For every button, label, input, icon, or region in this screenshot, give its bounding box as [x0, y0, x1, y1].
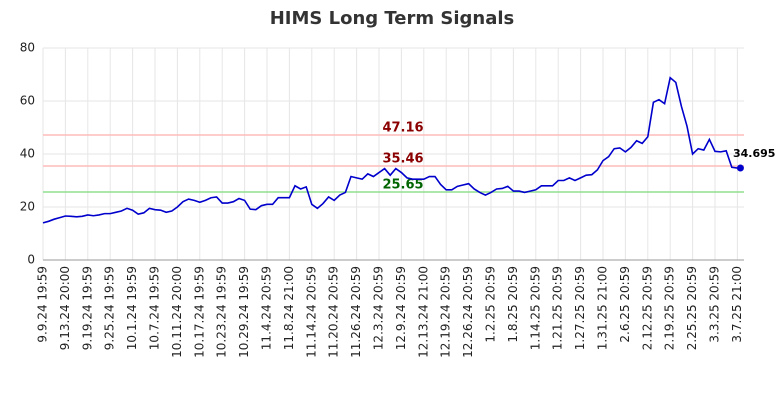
x-tick-label: 9.25.24 19:59 [103, 266, 117, 350]
x-tick-label: 1.14.25 20:59 [528, 266, 542, 350]
last-point [736, 164, 744, 172]
x-tick-label: 12.9.24 20:59 [394, 266, 408, 350]
x-tick-label: 9.19.24 19:59 [80, 266, 94, 350]
y-tick-label: 40 [20, 147, 35, 161]
x-tick-label: 2.12.25 20:59 [640, 266, 654, 350]
price-line [42, 76, 738, 224]
y-tick-label: 60 [20, 94, 35, 108]
x-tick-label: 11.4.24 20:59 [260, 266, 274, 350]
x-tick-label: 12.3.24 20:59 [372, 266, 386, 350]
signal-label: 35.46 [382, 152, 423, 167]
x-tick-label: 9.9.24 19:59 [36, 266, 50, 343]
signal-label: 47.16 [382, 121, 423, 136]
x-tick-label: 1.31.25 21:00 [596, 266, 610, 350]
chart-title: HIMS Long Term Signals [270, 8, 515, 29]
x-tick-label: 10.17.24 19:59 [192, 266, 206, 358]
x-tick-label: 10.23.24 19:59 [215, 266, 229, 358]
x-tick-label: 11.8.24 21:00 [282, 266, 296, 350]
x-tick-label: 12.19.24 20:59 [439, 266, 453, 358]
x-tick-label: 1.21.25 20:59 [551, 266, 565, 350]
x-tick-label: 10.11.24 20:00 [170, 266, 184, 358]
x-tick-label: 11.20.24 20:59 [327, 266, 341, 358]
x-tick-label: 3.7.25 21:00 [730, 266, 744, 343]
x-tick-label: 11.14.24 20:59 [304, 266, 318, 358]
y-tick-label: 80 [20, 41, 35, 55]
x-tick-label: 2.19.25 20:59 [663, 266, 677, 350]
x-tick-label: 1.27.25 20:59 [573, 266, 587, 350]
x-tick-label: 12.13.24 21:00 [416, 266, 430, 358]
x-tick-label: 2.25.25 20:59 [685, 266, 699, 350]
y-tick-label: 0 [27, 253, 35, 267]
x-tick-label: 10.7.24 19:59 [148, 266, 162, 350]
x-tick-label: 2.6.25 20:59 [618, 266, 632, 343]
x-tick-label: 10.1.24 19:59 [125, 266, 139, 350]
x-tick-label: 12.26.24 20:59 [461, 266, 475, 358]
x-tick-label: 3.3.25 20:59 [708, 266, 722, 343]
x-tick-label: 1.2.25 20:59 [484, 266, 498, 343]
x-tick-label: 9.13.24 20:00 [58, 266, 72, 350]
signal-label: 25.65 [382, 178, 423, 193]
x-tick-label: 1.8.25 20:59 [506, 266, 520, 343]
x-tick-label: 11.26.24 20:59 [349, 266, 363, 358]
last-value-label: 34.695 [733, 147, 775, 160]
y-tick-label: 20 [20, 200, 35, 214]
x-tick-label: 10.29.24 19:59 [237, 266, 251, 358]
